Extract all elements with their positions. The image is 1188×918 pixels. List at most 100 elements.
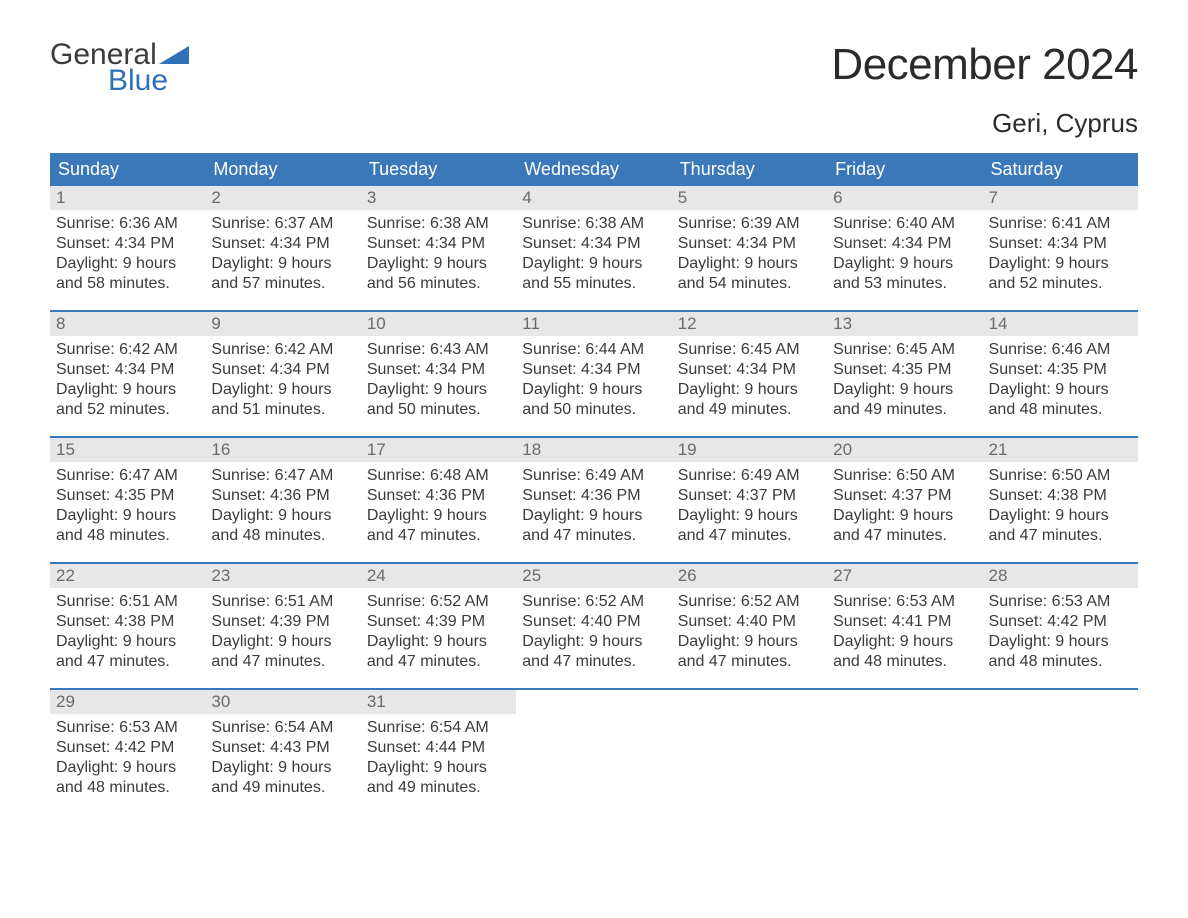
calendar-day	[983, 690, 1138, 814]
calendar-week: 8 Sunrise: 6:42 AM Sunset: 4:34 PM Daylight…	[50, 310, 1138, 436]
calendar-day: 13Sunrise: 6:45 AMSunset: 4:35 PMDayligh…	[827, 312, 982, 436]
day-number: 8	[50, 312, 205, 336]
calendar-day: 15Sunrise: 6:47 AMSunset: 4:35 PMDayligh…	[50, 438, 205, 562]
day-number: 19	[672, 438, 827, 462]
day-details: Sunrise: 6:49 AMSunset: 4:36 PMDaylight:…	[516, 462, 671, 556]
daylight-line: Daylight: 9 hours and 48 minutes.	[56, 758, 199, 798]
sunrise-line: Sunrise: 6:46 AM	[989, 340, 1132, 360]
day-number: 27	[827, 564, 982, 588]
sunset-line: Sunset: 4:34 PM	[989, 234, 1132, 254]
sunrise-line: Sunrise: 6:54 AM	[367, 718, 510, 738]
daylight-line: Daylight: 9 hours and 47 minutes.	[56, 632, 199, 672]
calendar-day: 25Sunrise: 6:52 AMSunset: 4:40 PMDayligh…	[516, 564, 671, 688]
day-number: 14	[983, 312, 1138, 336]
daylight-line: Daylight: 9 hours and 54 minutes.	[678, 254, 821, 294]
calendar-day: 22Sunrise: 6:51 AMSunset: 4:38 PMDayligh…	[50, 564, 205, 688]
sunset-line: Sunset: 4:36 PM	[367, 486, 510, 506]
sunrise-line: Sunrise: 6:45 AM	[678, 340, 821, 360]
calendar-day: 16Sunrise: 6:47 AMSunset: 4:36 PMDayligh…	[205, 438, 360, 562]
daylight-line: Daylight: 9 hours and 47 minutes.	[522, 632, 665, 672]
calendar-day: 4Sunrise: 6:38 AMSunset: 4:34 PMDaylight…	[516, 186, 671, 310]
daylight-line: Daylight: 9 hours and 49 minutes.	[678, 380, 821, 420]
day-details: Sunrise: 6:39 AMSunset: 4:34 PMDaylight:…	[672, 210, 827, 304]
sunrise-line: Sunrise: 6:42 AM	[56, 340, 199, 360]
sunrise-line: Sunrise: 6:47 AM	[56, 466, 199, 486]
day-details: Sunrise: 6:37 AMSunset: 4:34 PMDaylight:…	[205, 210, 360, 304]
calendar: Sunday Monday Tuesday Wednesday Thursday…	[50, 153, 1138, 814]
calendar-day: 2Sunrise: 6:37 AMSunset: 4:34 PMDaylight…	[205, 186, 360, 310]
day-details: Sunrise: 6:36 AMSunset: 4:34 PMDaylight:…	[50, 210, 205, 304]
dow-fri: Friday	[827, 153, 982, 186]
dow-thu: Thursday	[672, 153, 827, 186]
calendar-day: 10Sunrise: 6:43 AMSunset: 4:34 PMDayligh…	[361, 312, 516, 436]
daylight-line: Daylight: 9 hours and 49 minutes.	[833, 380, 976, 420]
daylight-line: Daylight: 9 hours and 47 minutes.	[211, 632, 354, 672]
day-number: 17	[361, 438, 516, 462]
day-number: 16	[205, 438, 360, 462]
day-number: 31	[361, 690, 516, 714]
calendar-day: 14Sunrise: 6:46 AMSunset: 4:35 PMDayligh…	[983, 312, 1138, 436]
calendar-day: 1Sunrise: 6:36 AMSunset: 4:34 PMDaylight…	[50, 186, 205, 310]
sunrise-line: Sunrise: 6:39 AM	[678, 214, 821, 234]
title-block: December 2024 Geri, Cyprus	[831, 40, 1138, 139]
calendar-day: 17Sunrise: 6:48 AMSunset: 4:36 PMDayligh…	[361, 438, 516, 562]
daylight-line: Daylight: 9 hours and 55 minutes.	[522, 254, 665, 294]
sunset-line: Sunset: 4:34 PM	[367, 234, 510, 254]
calendar-day: 9Sunrise: 6:42 AMSunset: 4:34 PMDaylight…	[205, 312, 360, 436]
daylight-line: Daylight: 9 hours and 47 minutes.	[678, 506, 821, 546]
daylight-line: Daylight: 9 hours and 47 minutes.	[678, 632, 821, 672]
calendar-day: 7Sunrise: 6:41 AMSunset: 4:34 PMDaylight…	[983, 186, 1138, 310]
daylight-line: Daylight: 9 hours and 53 minutes.	[833, 254, 976, 294]
daylight-line: Daylight: 9 hours and 57 minutes.	[211, 254, 354, 294]
calendar-day: 29Sunrise: 6:53 AMSunset: 4:42 PMDayligh…	[50, 690, 205, 814]
sunset-line: Sunset: 4:40 PM	[522, 612, 665, 632]
sunrise-line: Sunrise: 6:54 AM	[211, 718, 354, 738]
day-number: 3	[361, 186, 516, 210]
page-title: December 2024	[831, 40, 1138, 90]
day-number: 5	[672, 186, 827, 210]
sunrise-line: Sunrise: 6:37 AM	[211, 214, 354, 234]
sunset-line: Sunset: 4:34 PM	[833, 234, 976, 254]
sunrise-line: Sunrise: 6:45 AM	[833, 340, 976, 360]
day-details: Sunrise: 6:38 AMSunset: 4:34 PMDaylight:…	[361, 210, 516, 304]
calendar-day: 5Sunrise: 6:39 AMSunset: 4:34 PMDaylight…	[672, 186, 827, 310]
day-number: 12	[672, 312, 827, 336]
sunrise-line: Sunrise: 6:38 AM	[522, 214, 665, 234]
day-details: Sunrise: 6:49 AMSunset: 4:37 PMDaylight:…	[672, 462, 827, 556]
sunset-line: Sunset: 4:39 PM	[367, 612, 510, 632]
sunrise-line: Sunrise: 6:50 AM	[833, 466, 976, 486]
day-number: 4	[516, 186, 671, 210]
daylight-line: Daylight: 9 hours and 52 minutes.	[56, 380, 199, 420]
dow-wed: Wednesday	[516, 153, 671, 186]
day-details: Sunrise: 6:41 AMSunset: 4:34 PMDaylight:…	[983, 210, 1138, 304]
sunset-line: Sunset: 4:40 PM	[678, 612, 821, 632]
day-details: Sunrise: 6:47 AMSunset: 4:35 PMDaylight:…	[50, 462, 205, 556]
calendar-day: 26Sunrise: 6:52 AMSunset: 4:40 PMDayligh…	[672, 564, 827, 688]
day-details: Sunrise: 6:52 AMSunset: 4:40 PMDaylight:…	[672, 588, 827, 682]
sunset-line: Sunset: 4:34 PM	[678, 234, 821, 254]
sunrise-line: Sunrise: 6:50 AM	[989, 466, 1132, 486]
day-details: Sunrise: 6:53 AMSunset: 4:42 PMDaylight:…	[50, 714, 205, 808]
sunset-line: Sunset: 4:35 PM	[56, 486, 199, 506]
daylight-line: Daylight: 9 hours and 48 minutes.	[833, 632, 976, 672]
calendar-day	[672, 690, 827, 814]
daylight-line: Daylight: 9 hours and 47 minutes.	[367, 506, 510, 546]
day-number: 18	[516, 438, 671, 462]
day-number: 24	[361, 564, 516, 588]
sunset-line: Sunset: 4:39 PM	[211, 612, 354, 632]
calendar-day: 31Sunrise: 6:54 AMSunset: 4:44 PMDayligh…	[361, 690, 516, 814]
sunset-line: Sunset: 4:37 PM	[678, 486, 821, 506]
sunrise-line: Sunrise: 6:42 AM	[211, 340, 354, 360]
calendar-day: 11Sunrise: 6:44 AMSunset: 4:34 PMDayligh…	[516, 312, 671, 436]
calendar-week: 29Sunrise: 6:53 AMSunset: 4:42 PMDayligh…	[50, 688, 1138, 814]
day-details: Sunrise: 6:50 AMSunset: 4:37 PMDaylight:…	[827, 462, 982, 556]
day-number	[516, 690, 671, 694]
day-number: 11	[516, 312, 671, 336]
calendar-day: 6Sunrise: 6:40 AMSunset: 4:34 PMDaylight…	[827, 186, 982, 310]
dow-tue: Tuesday	[361, 153, 516, 186]
day-details: Sunrise: 6:40 AMSunset: 4:34 PMDaylight:…	[827, 210, 982, 304]
sunset-line: Sunset: 4:34 PM	[522, 360, 665, 380]
sunrise-line: Sunrise: 6:52 AM	[522, 592, 665, 612]
day-details: Sunrise: 6:44 AMSunset: 4:34 PMDaylight:…	[516, 336, 671, 430]
daylight-line: Daylight: 9 hours and 47 minutes.	[367, 632, 510, 672]
